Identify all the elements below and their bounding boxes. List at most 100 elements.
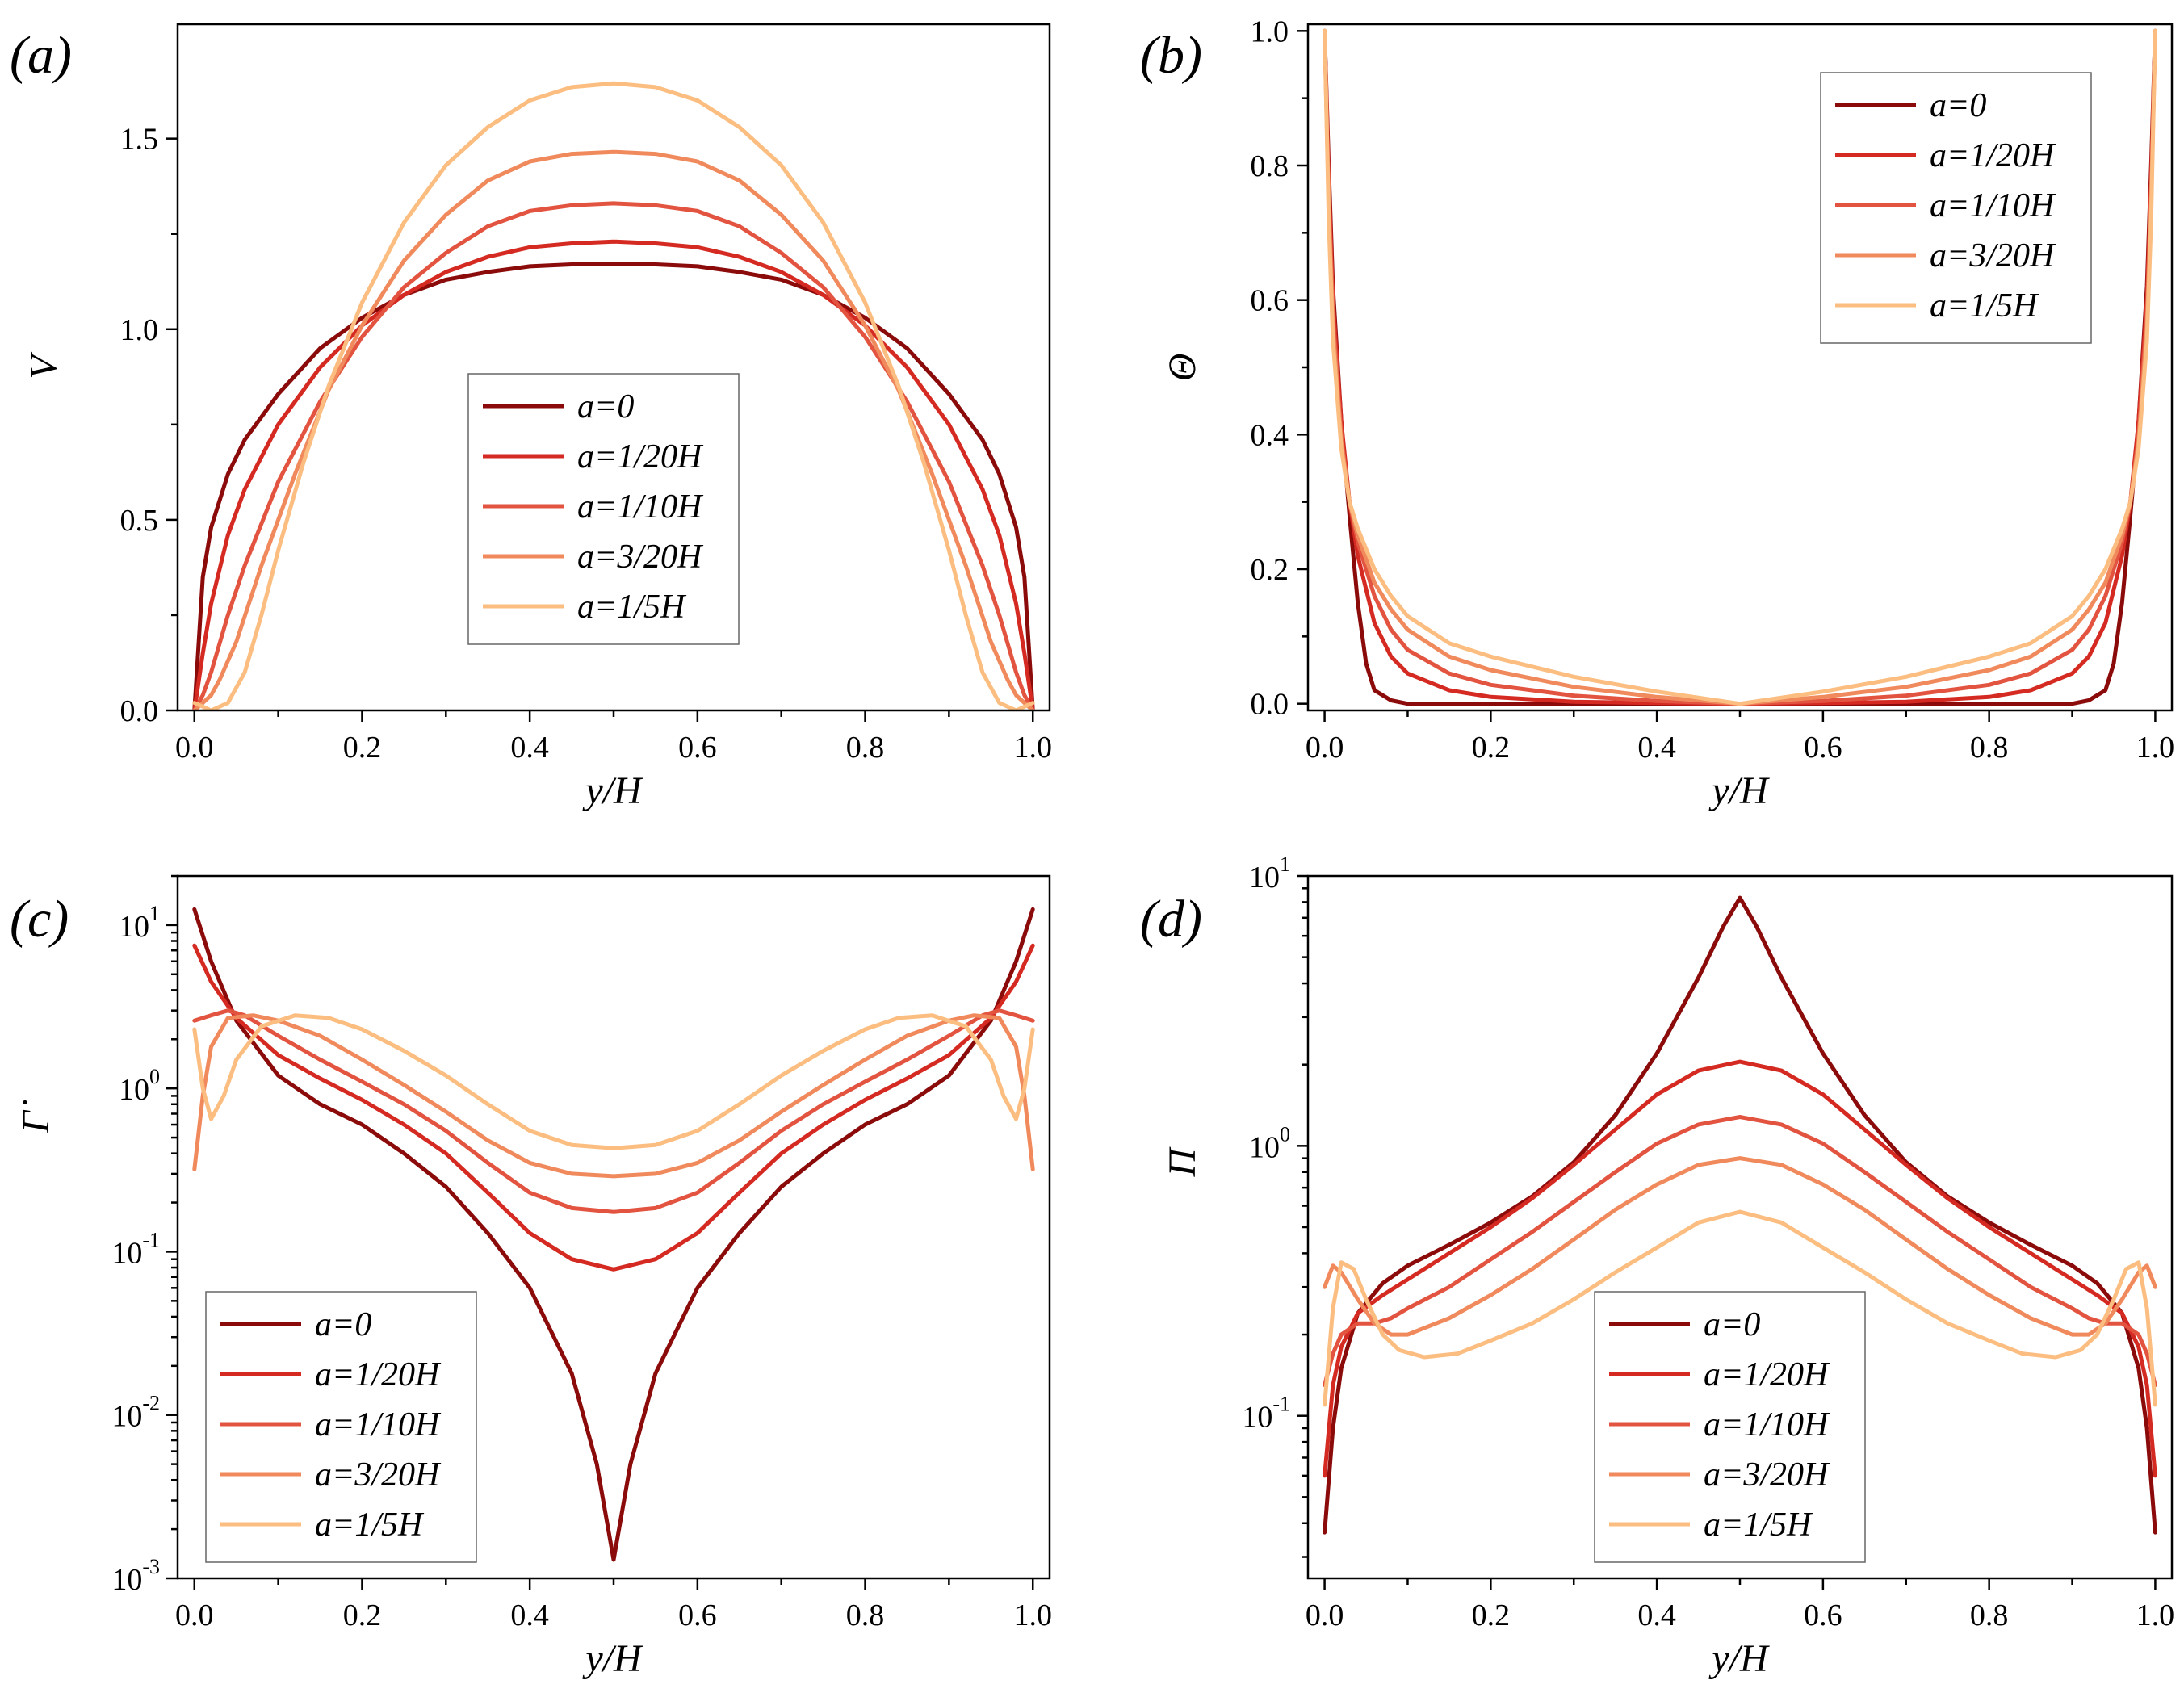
x-tick-label: 0.4 (510, 731, 549, 765)
legend-label-1: a=0 (1704, 1306, 1760, 1343)
legend-label-5: a=1/5H (315, 1506, 425, 1544)
x-tick-label: 0.6 (678, 1599, 717, 1632)
x-tick-label: 1.0 (2136, 1599, 2175, 1632)
legend-label-2: a=1/20H (1704, 1356, 1830, 1393)
y-tick-label: 0.0 (120, 694, 159, 728)
x-tick-label: 0.4 (1637, 731, 1676, 765)
series-group (1323, 895, 2157, 1535)
legend-label-3: a=1/10H (1704, 1406, 1830, 1443)
y-axis-label: Γ̇ (15, 1100, 57, 1133)
y-tick-label: 1.0 (120, 313, 159, 347)
x-tick-label: 0.6 (678, 731, 717, 765)
x-tick-label: 0.8 (846, 731, 885, 765)
y-axis-label: Θ (1161, 354, 1204, 382)
x-tick-label: 1.0 (2136, 731, 2175, 765)
x-tick-label: 0.2 (343, 1599, 382, 1632)
x-tick-label: 0.0 (175, 731, 214, 765)
y-tick-label: 0.2 (1251, 553, 1289, 587)
x-tick-label: 0.6 (1804, 1599, 1842, 1632)
series-line-2 (192, 943, 1035, 1272)
x-axis-label: y/H (1708, 1637, 1770, 1680)
legend-label-2: a=1/20H (1930, 137, 2056, 174)
legend-label-4: a=3/20H (577, 538, 704, 576)
legend-label-3: a=1/10H (577, 488, 704, 526)
series-line-3 (192, 1008, 1035, 1214)
legend-label-4: a=3/20H (1930, 237, 2056, 274)
legend: a=0 a=1/20H a=1/10H a=3/20H a=1/5H (1820, 72, 2092, 344)
panel-b: 0.0 0.2 0.4 0.6 0.8 1.0 0.0 0.2 0.4 0.6 0.8 1.0 y/H Θ… (1140, 15, 2174, 812)
legend-label-5: a=1/5H (1930, 287, 2039, 325)
x-tick-label: 0.0 (175, 1599, 214, 1632)
x-tick-label: 0.4 (510, 1599, 549, 1632)
x-axis-label: y/H (1708, 769, 1770, 812)
x-tick-label: 0.0 (1306, 731, 1344, 765)
legend: a=0 a=1/20H a=1/10H a=3/20H a=1/5H (1594, 1291, 1866, 1563)
legend-label-5: a=1/5H (1704, 1506, 1813, 1544)
legend-box (467, 373, 740, 645)
legend-label-1: a=0 (1930, 87, 1986, 124)
panel-label: (c) (10, 890, 69, 949)
y-tick-label: 10-3 (111, 1555, 160, 1597)
legend-label-1: a=0 (577, 388, 634, 425)
x-tick-label: 0.4 (1637, 1599, 1676, 1632)
x-tick-label: 0.0 (1306, 1599, 1344, 1632)
y-tick-label: 100 (1249, 1122, 1290, 1164)
x-axis-label: y/H (581, 769, 643, 812)
y-tick-label: 1.5 (120, 123, 159, 157)
y-tick-label: 10-1 (1242, 1393, 1290, 1435)
x-tick-label: 0.8 (1970, 1599, 2009, 1632)
series-line-3 (1323, 1115, 2157, 1388)
series-line-1 (192, 262, 1035, 710)
y-tick-label: 101 (1249, 853, 1290, 895)
x-tick-label: 0.2 (343, 731, 382, 765)
series-line-4 (192, 149, 1035, 710)
series-line-5 (192, 1013, 1035, 1150)
x-axis-label: y/H (581, 1637, 643, 1680)
y-tick-label: 101 (119, 902, 160, 944)
series-line-5 (192, 81, 1035, 710)
y-tick-label: 10-2 (111, 1392, 160, 1434)
series-line-5 (1323, 1209, 2157, 1407)
panel-d: 0.0 0.2 0.4 0.6 0.8 1.010-1100101y/HΠ(d)a=0a=… (1140, 853, 2174, 1680)
legend: a=0 a=1/20H a=1/10H a=3/20H a=1/5H (467, 373, 740, 645)
series-group (192, 907, 1035, 1562)
legend-label-4: a=3/20H (1704, 1456, 1830, 1494)
series-line-4 (192, 1013, 1035, 1179)
y-tick-label: 0.5 (120, 504, 159, 538)
y-tick-label: 10-1 (111, 1228, 160, 1270)
series-group (192, 81, 1035, 710)
legend-label-2: a=1/20H (315, 1356, 442, 1393)
x-tick-label: 0.8 (846, 1599, 885, 1632)
legend-label-4: a=3/20H (315, 1456, 442, 1494)
panel-label: (a) (10, 26, 72, 85)
y-tick-label: 0.4 (1251, 418, 1289, 452)
series-line-5 (1323, 28, 2157, 706)
legend-label-2: a=1/20H (577, 438, 704, 476)
series-group (1323, 28, 2157, 706)
series-line-1 (192, 907, 1035, 1562)
series-line-1 (1323, 895, 2157, 1535)
x-tick-label: 0.8 (1970, 731, 2009, 765)
legend-label-5: a=1/5H (577, 589, 687, 626)
series-line-4 (1323, 1156, 2157, 1337)
y-axis-label: V (23, 352, 65, 379)
x-tick-label: 0.6 (1804, 731, 1842, 765)
panel-c: 0.0 0.2 0.4 0.6 0.8 1.0 10-3 10-2 10-1 100 101 y/H Γ… (10, 874, 1052, 1680)
series-line-2 (1323, 1059, 2157, 1478)
legend-label-1: a=0 (315, 1306, 371, 1343)
series-line-3 (192, 201, 1035, 710)
y-axis-label: Π (1161, 1146, 1204, 1177)
legend-label-3: a=1/10H (1930, 187, 2056, 224)
x-tick-label: 1.0 (1013, 1599, 1052, 1632)
x-tick-label: 0.2 (1472, 731, 1511, 765)
y-tick-label: 100 (119, 1065, 160, 1107)
panel-label: (b) (1140, 26, 1202, 85)
panel-a: 0.0 0.2 0.4 0.6 0.8 1.0 0.0 0.5 1.0 1.5 y/H V (a) a=0… (10, 23, 1052, 812)
y-tick-label: 0.6 (1251, 284, 1289, 318)
legend-box (205, 1291, 477, 1563)
x-tick-label: 0.2 (1472, 1599, 1511, 1632)
legend-box (1820, 72, 2092, 344)
y-tick-label: 0.8 (1251, 149, 1289, 183)
legend: a=0 a=1/20H a=1/10H a=3/20H a=1/5H (205, 1291, 477, 1563)
